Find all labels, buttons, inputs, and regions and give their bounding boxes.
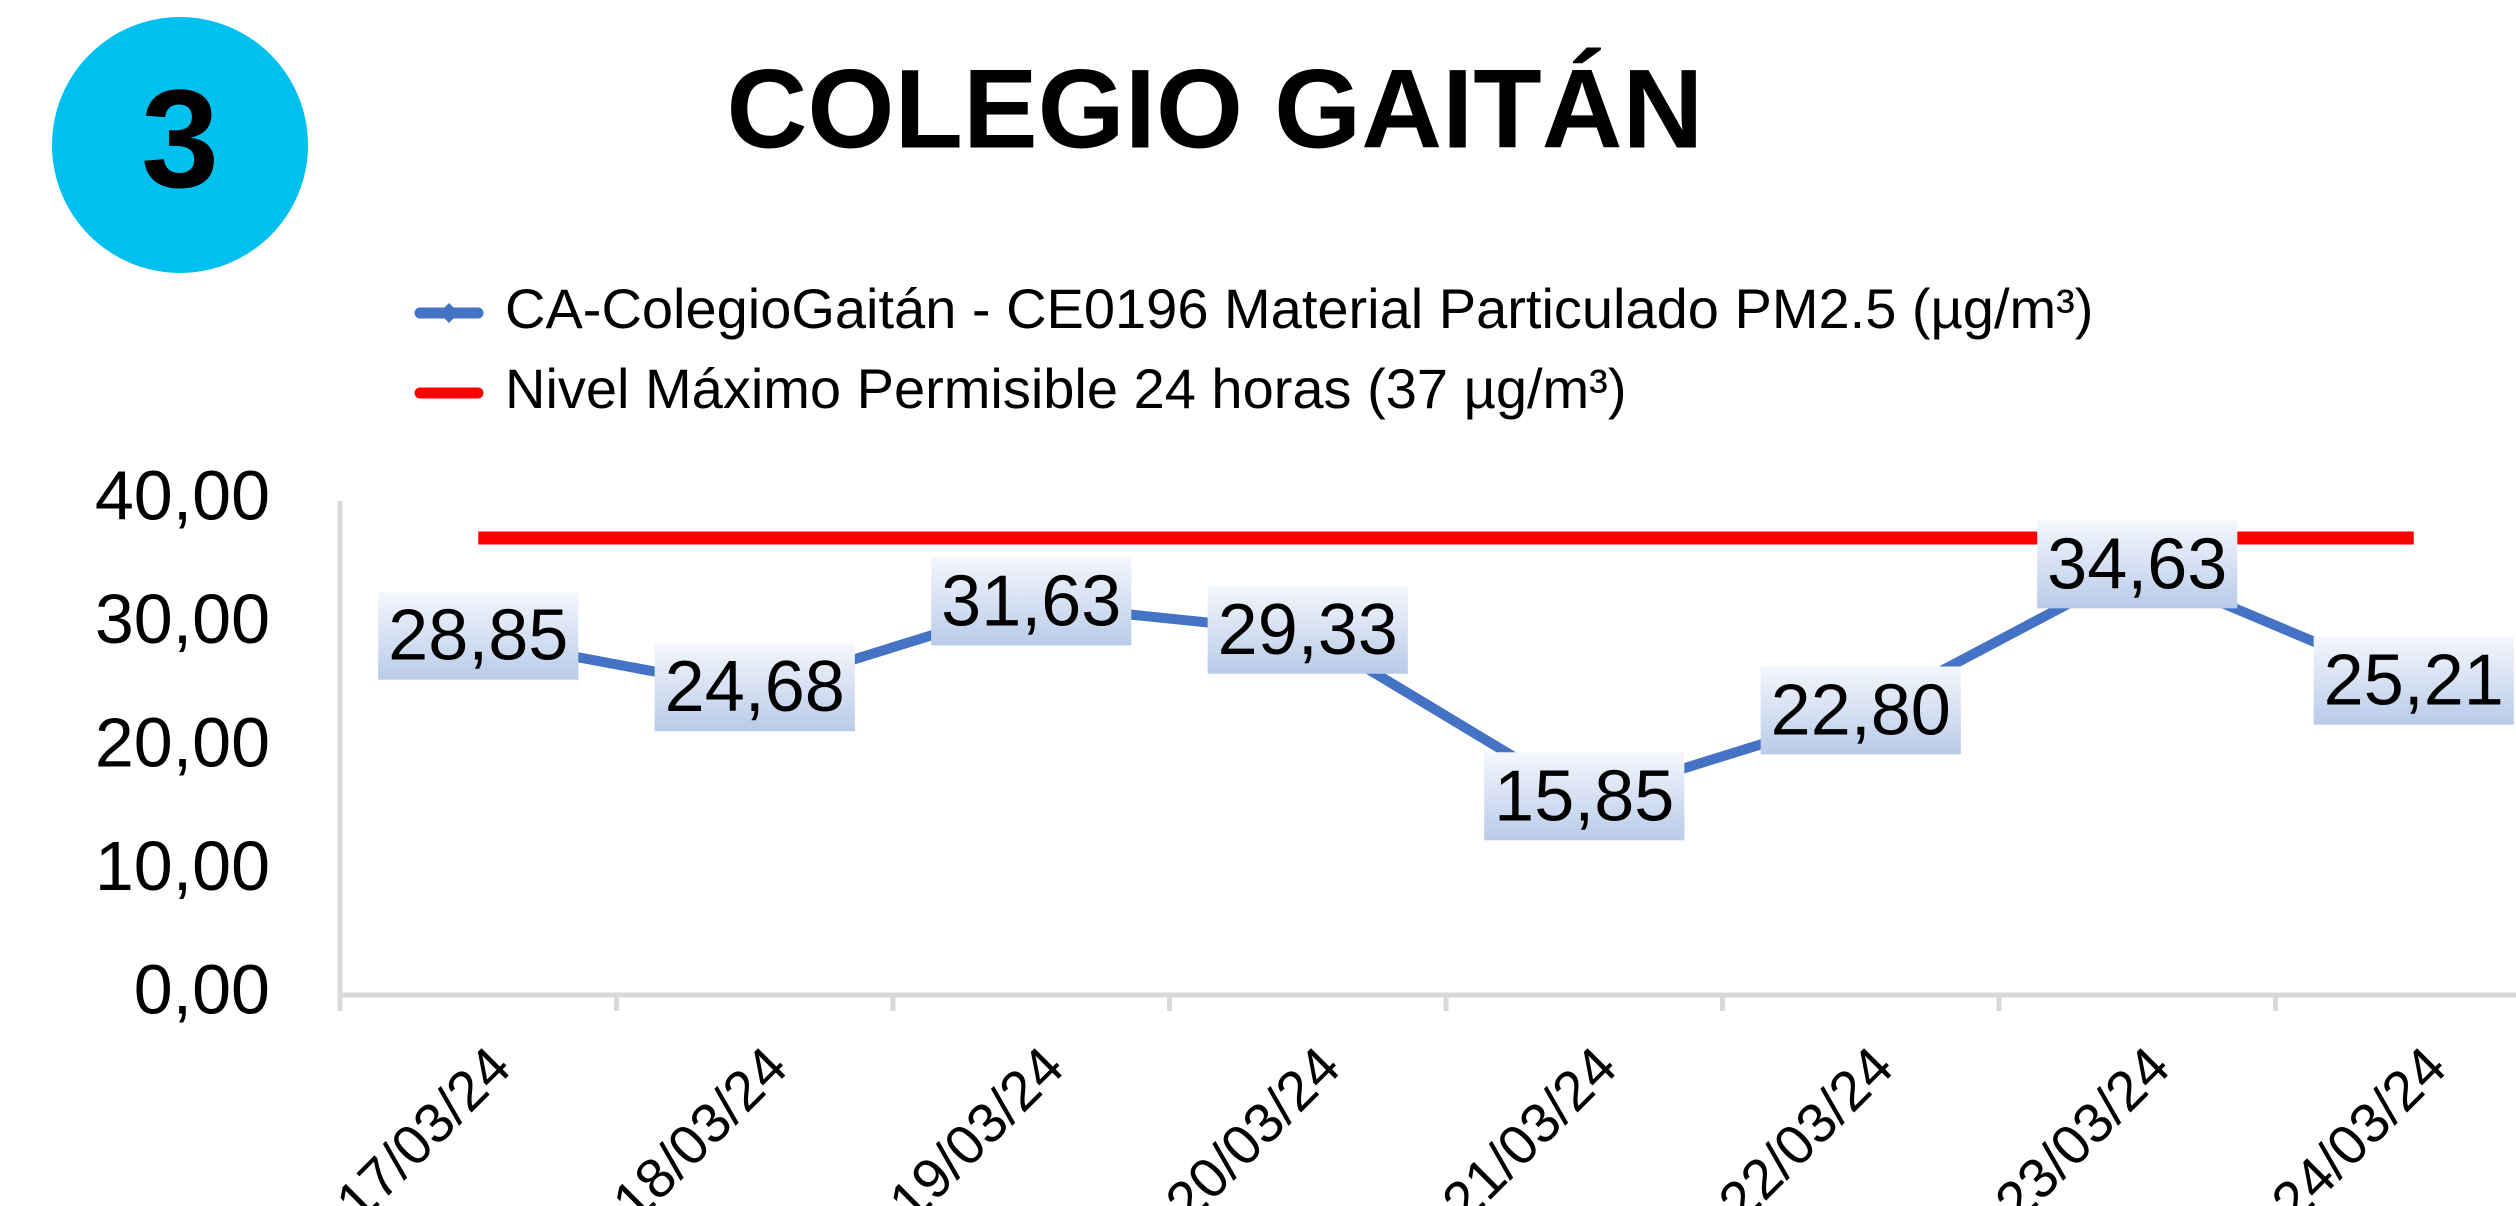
data-label-box <box>1484 752 1685 841</box>
legend-label: CA-ColegioGaitán - CE0196 Material Parti… <box>505 277 2093 340</box>
data-label: 24,68 <box>665 647 845 727</box>
x-tick-label: 18/03/24 <box>600 1034 799 1206</box>
data-label: 34,63 <box>2047 524 2227 604</box>
data-label: 22,80 <box>1771 670 1951 750</box>
data-label: 25,21 <box>2324 641 2504 721</box>
data-label-group: 29,33 <box>1207 585 1408 674</box>
y-tick-label: 0,00 <box>134 950 270 1028</box>
data-label: 15,85 <box>1494 756 1674 836</box>
data-label-box <box>2037 520 2238 609</box>
x-tick-label: 24/03/24 <box>2259 1034 2458 1206</box>
data-label: 31,63 <box>941 561 1121 641</box>
data-label-box <box>378 591 579 680</box>
data-label-box <box>931 557 1132 646</box>
x-tick-label: 20/03/24 <box>1153 1034 1352 1206</box>
badge-circle <box>52 17 308 273</box>
data-label-group: 34,63 <box>2037 520 2238 609</box>
data-label: 29,33 <box>1218 590 1398 670</box>
data-label-group: 15,85 <box>1484 752 1685 841</box>
data-label-group: 22,80 <box>1760 666 1961 755</box>
legend-label: Nivel Máximo Permisible 24 horas (37 µg/… <box>505 357 1626 420</box>
data-label-box <box>2313 636 2514 725</box>
data-label-group: 28,85 <box>378 591 579 680</box>
y-tick-label: 30,00 <box>95 580 270 658</box>
y-tick-label: 10,00 <box>95 827 270 905</box>
data-label-box <box>1760 666 1961 755</box>
x-tick-label: 21/03/24 <box>1430 1034 1629 1206</box>
data-label: 28,85 <box>388 596 568 676</box>
data-label-group: 25,21 <box>2313 636 2514 725</box>
data-label-box <box>1207 585 1408 674</box>
legend-marker <box>439 303 459 323</box>
data-label-group: 24,68 <box>654 643 855 732</box>
data-label-box <box>654 643 855 732</box>
x-tick-label: 22/03/24 <box>1706 1034 1905 1206</box>
chart-title: COLEGIO GAITÁN <box>727 47 1704 172</box>
data-label-group: 31,63 <box>931 557 1132 646</box>
x-tick-label: 19/03/24 <box>877 1034 1076 1206</box>
x-tick-label: 23/03/24 <box>1983 1034 2182 1206</box>
y-tick-label: 40,00 <box>95 456 270 534</box>
y-tick-label: 20,00 <box>95 703 270 781</box>
x-tick-label: 17/03/24 <box>324 1034 523 1206</box>
badge-number: 3 <box>141 60 219 217</box>
